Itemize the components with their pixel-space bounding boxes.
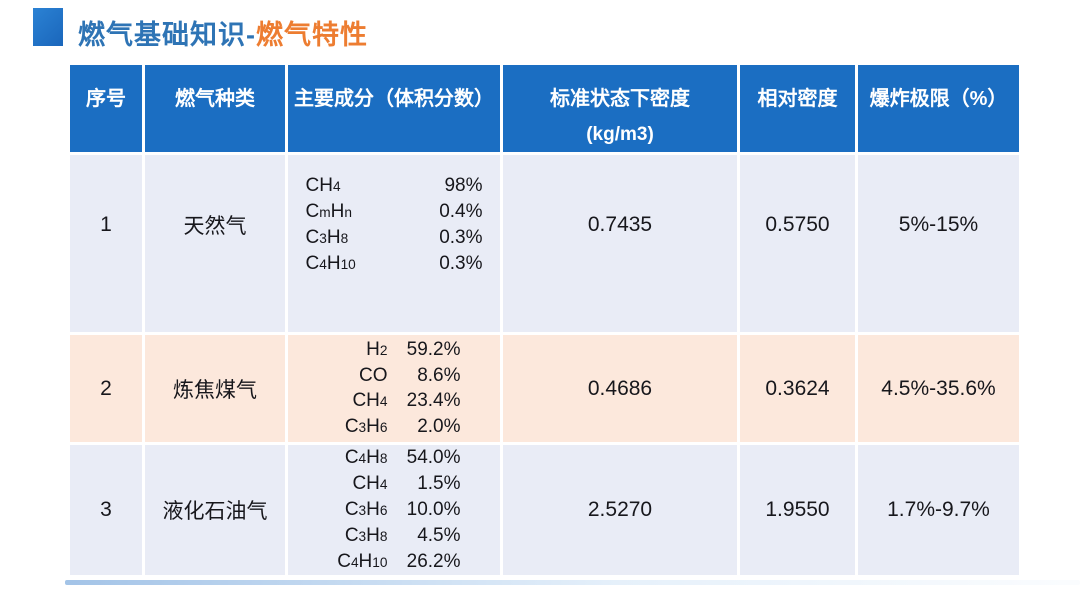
- composition-line: CH4 23.4%: [328, 388, 461, 414]
- gas-properties-table: 序号 燃气种类 主要成分（体积分数） 标准状态下密度 (kg/m3) 相对密度 …: [70, 65, 1022, 578]
- cell-index: 1: [70, 155, 145, 335]
- cell-gas-type: 天然气: [145, 155, 288, 335]
- composition-list: H2 59.2% CO 8.6% CH4 23.4% C3H6 2.0%: [288, 335, 503, 445]
- percent-text: 23.4%: [406, 390, 461, 411]
- header-cell-relative-density: 相对密度: [740, 65, 858, 155]
- percent-text: 0.4%: [439, 200, 483, 222]
- percent-text: 4.5%: [417, 525, 461, 546]
- cell-gas-type: 液化石油气: [145, 445, 288, 578]
- header-cell-index: 序号: [70, 65, 145, 155]
- cell-density: 0.4686: [503, 335, 740, 445]
- percent-text: 0.3%: [439, 252, 483, 274]
- composition-line: C3H8 4.5%: [328, 523, 461, 549]
- formula-text: C4H10: [337, 551, 388, 572]
- composition-line: CH4 1.5%: [328, 471, 461, 497]
- formula-text: C3H6: [344, 499, 388, 520]
- title-accent-square: [33, 8, 63, 46]
- composition-line: C3H6 10.0%: [328, 497, 461, 523]
- percent-text: 10.0%: [406, 499, 461, 520]
- percent-text: 8.6%: [417, 365, 461, 386]
- formula-text: CmHn: [305, 200, 352, 222]
- formula-text: C4H8: [344, 447, 388, 468]
- cell-relative-density: 1.9550: [740, 445, 858, 578]
- composition-line: C3H6 2.0%: [328, 414, 461, 440]
- composition-line: CmHn 0.4%: [306, 199, 483, 225]
- percent-text: 54.0%: [406, 447, 461, 468]
- cell-explosion-limit: 1.7%-9.7%: [858, 445, 1022, 578]
- cell-explosion-limit: 5%-15%: [858, 155, 1022, 335]
- title-highlight: 燃气特性: [256, 20, 368, 50]
- formula-text: CH4: [352, 473, 388, 494]
- percent-text: 26.2%: [406, 551, 461, 572]
- composition-line: CO 8.6%: [328, 363, 461, 388]
- formula-text: CH4: [305, 174, 341, 196]
- formula-text: CH4: [352, 390, 388, 411]
- density-unit-label: (kg/m3): [586, 124, 654, 145]
- header-cell-gas-type: 燃气种类: [145, 65, 288, 155]
- composition-line: H2 59.2%: [328, 337, 461, 363]
- cell-index: 3: [70, 445, 145, 578]
- cell-index: 2: [70, 335, 145, 445]
- percent-text: 0.3%: [439, 226, 483, 248]
- composition-line: C4H8 54.0%: [328, 445, 461, 471]
- formula-text: C3H8: [344, 525, 388, 546]
- composition-line: CH4 98%: [306, 173, 483, 199]
- formula-text: C3H6: [344, 416, 388, 437]
- page-title: 燃气基础知识-燃气特性: [78, 13, 368, 52]
- header-cell-composition: 主要成分（体积分数）: [288, 65, 503, 155]
- header-cell-explosion-limit: 爆炸极限（%）: [858, 65, 1022, 155]
- percent-text: 2.0%: [417, 416, 461, 437]
- composition-line: C3H8 0.3%: [306, 225, 483, 251]
- cell-relative-density: 0.3624: [740, 335, 858, 445]
- percent-text: 59.2%: [406, 339, 461, 360]
- cell-gas-type: 炼焦煤气: [145, 335, 288, 445]
- cell-explosion-limit: 4.5%-35.6%: [858, 335, 1022, 445]
- percent-text: 1.5%: [417, 473, 461, 494]
- cell-density: 2.5270: [503, 445, 740, 578]
- composition-line: C4H10 0.3%: [306, 251, 483, 277]
- cell-relative-density: 0.5750: [740, 155, 858, 335]
- formula-text: C4H10: [305, 252, 356, 274]
- composition-list: CH4 98% CmHn 0.4% C3H8 0.3% C4H10 0.3%: [288, 155, 503, 335]
- title-prefix: 燃气基础知识-: [78, 20, 256, 50]
- cell-density: 0.7435: [503, 155, 740, 335]
- percent-text: 98%: [444, 174, 483, 196]
- formula-text: C3H8: [305, 226, 349, 248]
- composition-line: C4H10 26.2%: [328, 549, 461, 575]
- formula-text: CO: [359, 365, 388, 386]
- header-cell-density: 标准状态下密度 (kg/m3): [503, 65, 740, 155]
- formula-text: H2: [366, 339, 388, 360]
- bottom-accent-bar: [65, 580, 1080, 585]
- composition-list: C4H8 54.0% CH4 1.5% C3H6 10.0% C3H8 4.5% C4H10 26…: [288, 445, 503, 578]
